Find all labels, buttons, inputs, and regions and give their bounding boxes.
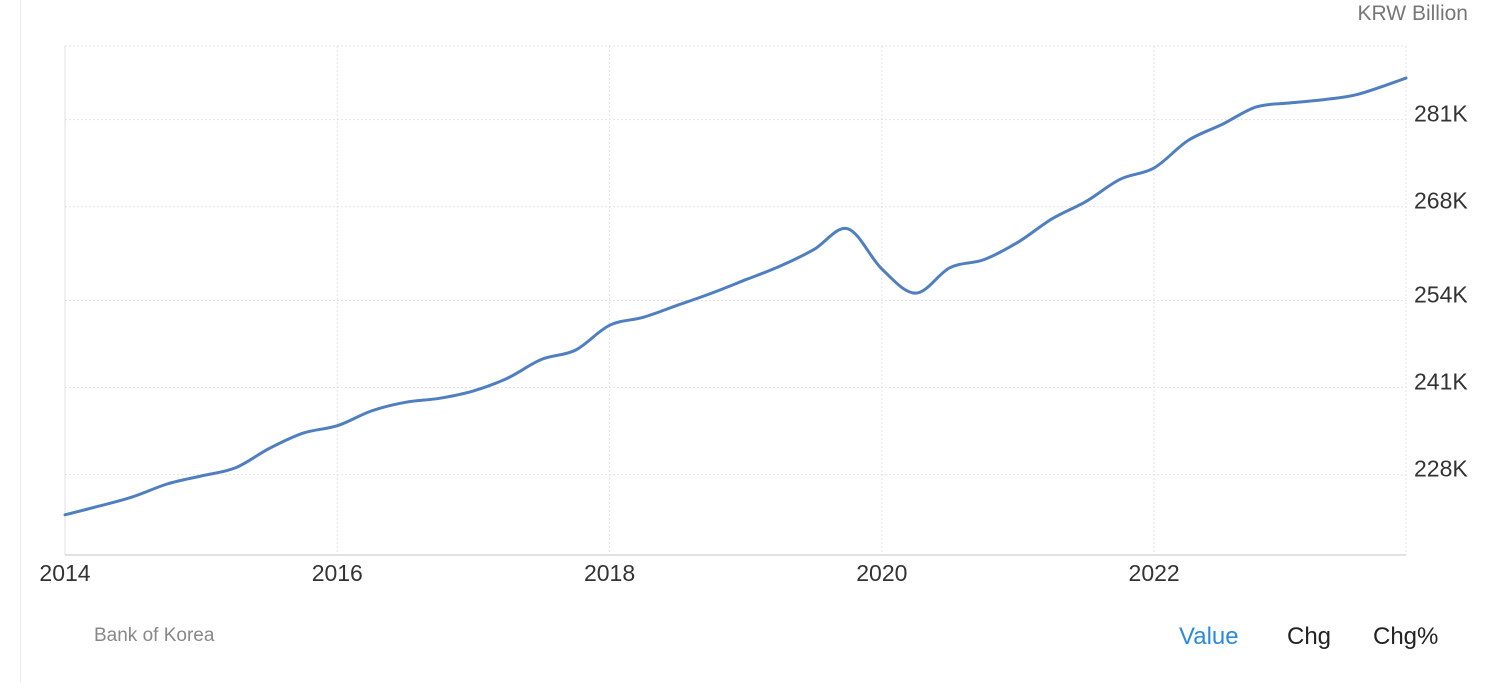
x-tick-label: 2018 — [584, 560, 635, 586]
y-tick-label: 228K — [1414, 456, 1468, 482]
series-line — [63, 76, 1408, 517]
y-axis-ticks: 228K 241K 254K 268K 281K — [1414, 101, 1468, 482]
line-chart: 2014 2016 2018 2020 2022 228K 241K 254K 268K 281… — [39, 45, 1468, 586]
chart-panel: KRW Billion 2014 2016 2018 2020 2022 228K 241… — [20, 0, 1500, 683]
axes — [64, 46, 1406, 556]
y-tick-label: 281K — [1414, 101, 1468, 127]
y-tick-label: 241K — [1414, 369, 1468, 395]
y-tick-label: 268K — [1414, 188, 1468, 214]
x-tick-label: 2014 — [39, 560, 90, 586]
series-group — [63, 76, 1408, 517]
tab-chg-percent[interactable]: Chg% — [1373, 623, 1439, 650]
unit-label: KRW Billion — [1357, 2, 1468, 25]
tab-chg[interactable]: Chg — [1287, 623, 1332, 650]
grid-lines — [65, 45, 1407, 555]
tab-value[interactable]: Value — [1179, 623, 1239, 650]
y-tick-label: 254K — [1414, 282, 1468, 308]
x-tick-label: 2016 — [312, 560, 363, 586]
x-tick-label: 2022 — [1129, 560, 1180, 586]
x-tick-label: 2020 — [856, 560, 907, 586]
x-axis-ticks: 2014 2016 2018 2020 2022 — [39, 560, 1179, 586]
source-label: Bank of Korea — [94, 625, 215, 646]
